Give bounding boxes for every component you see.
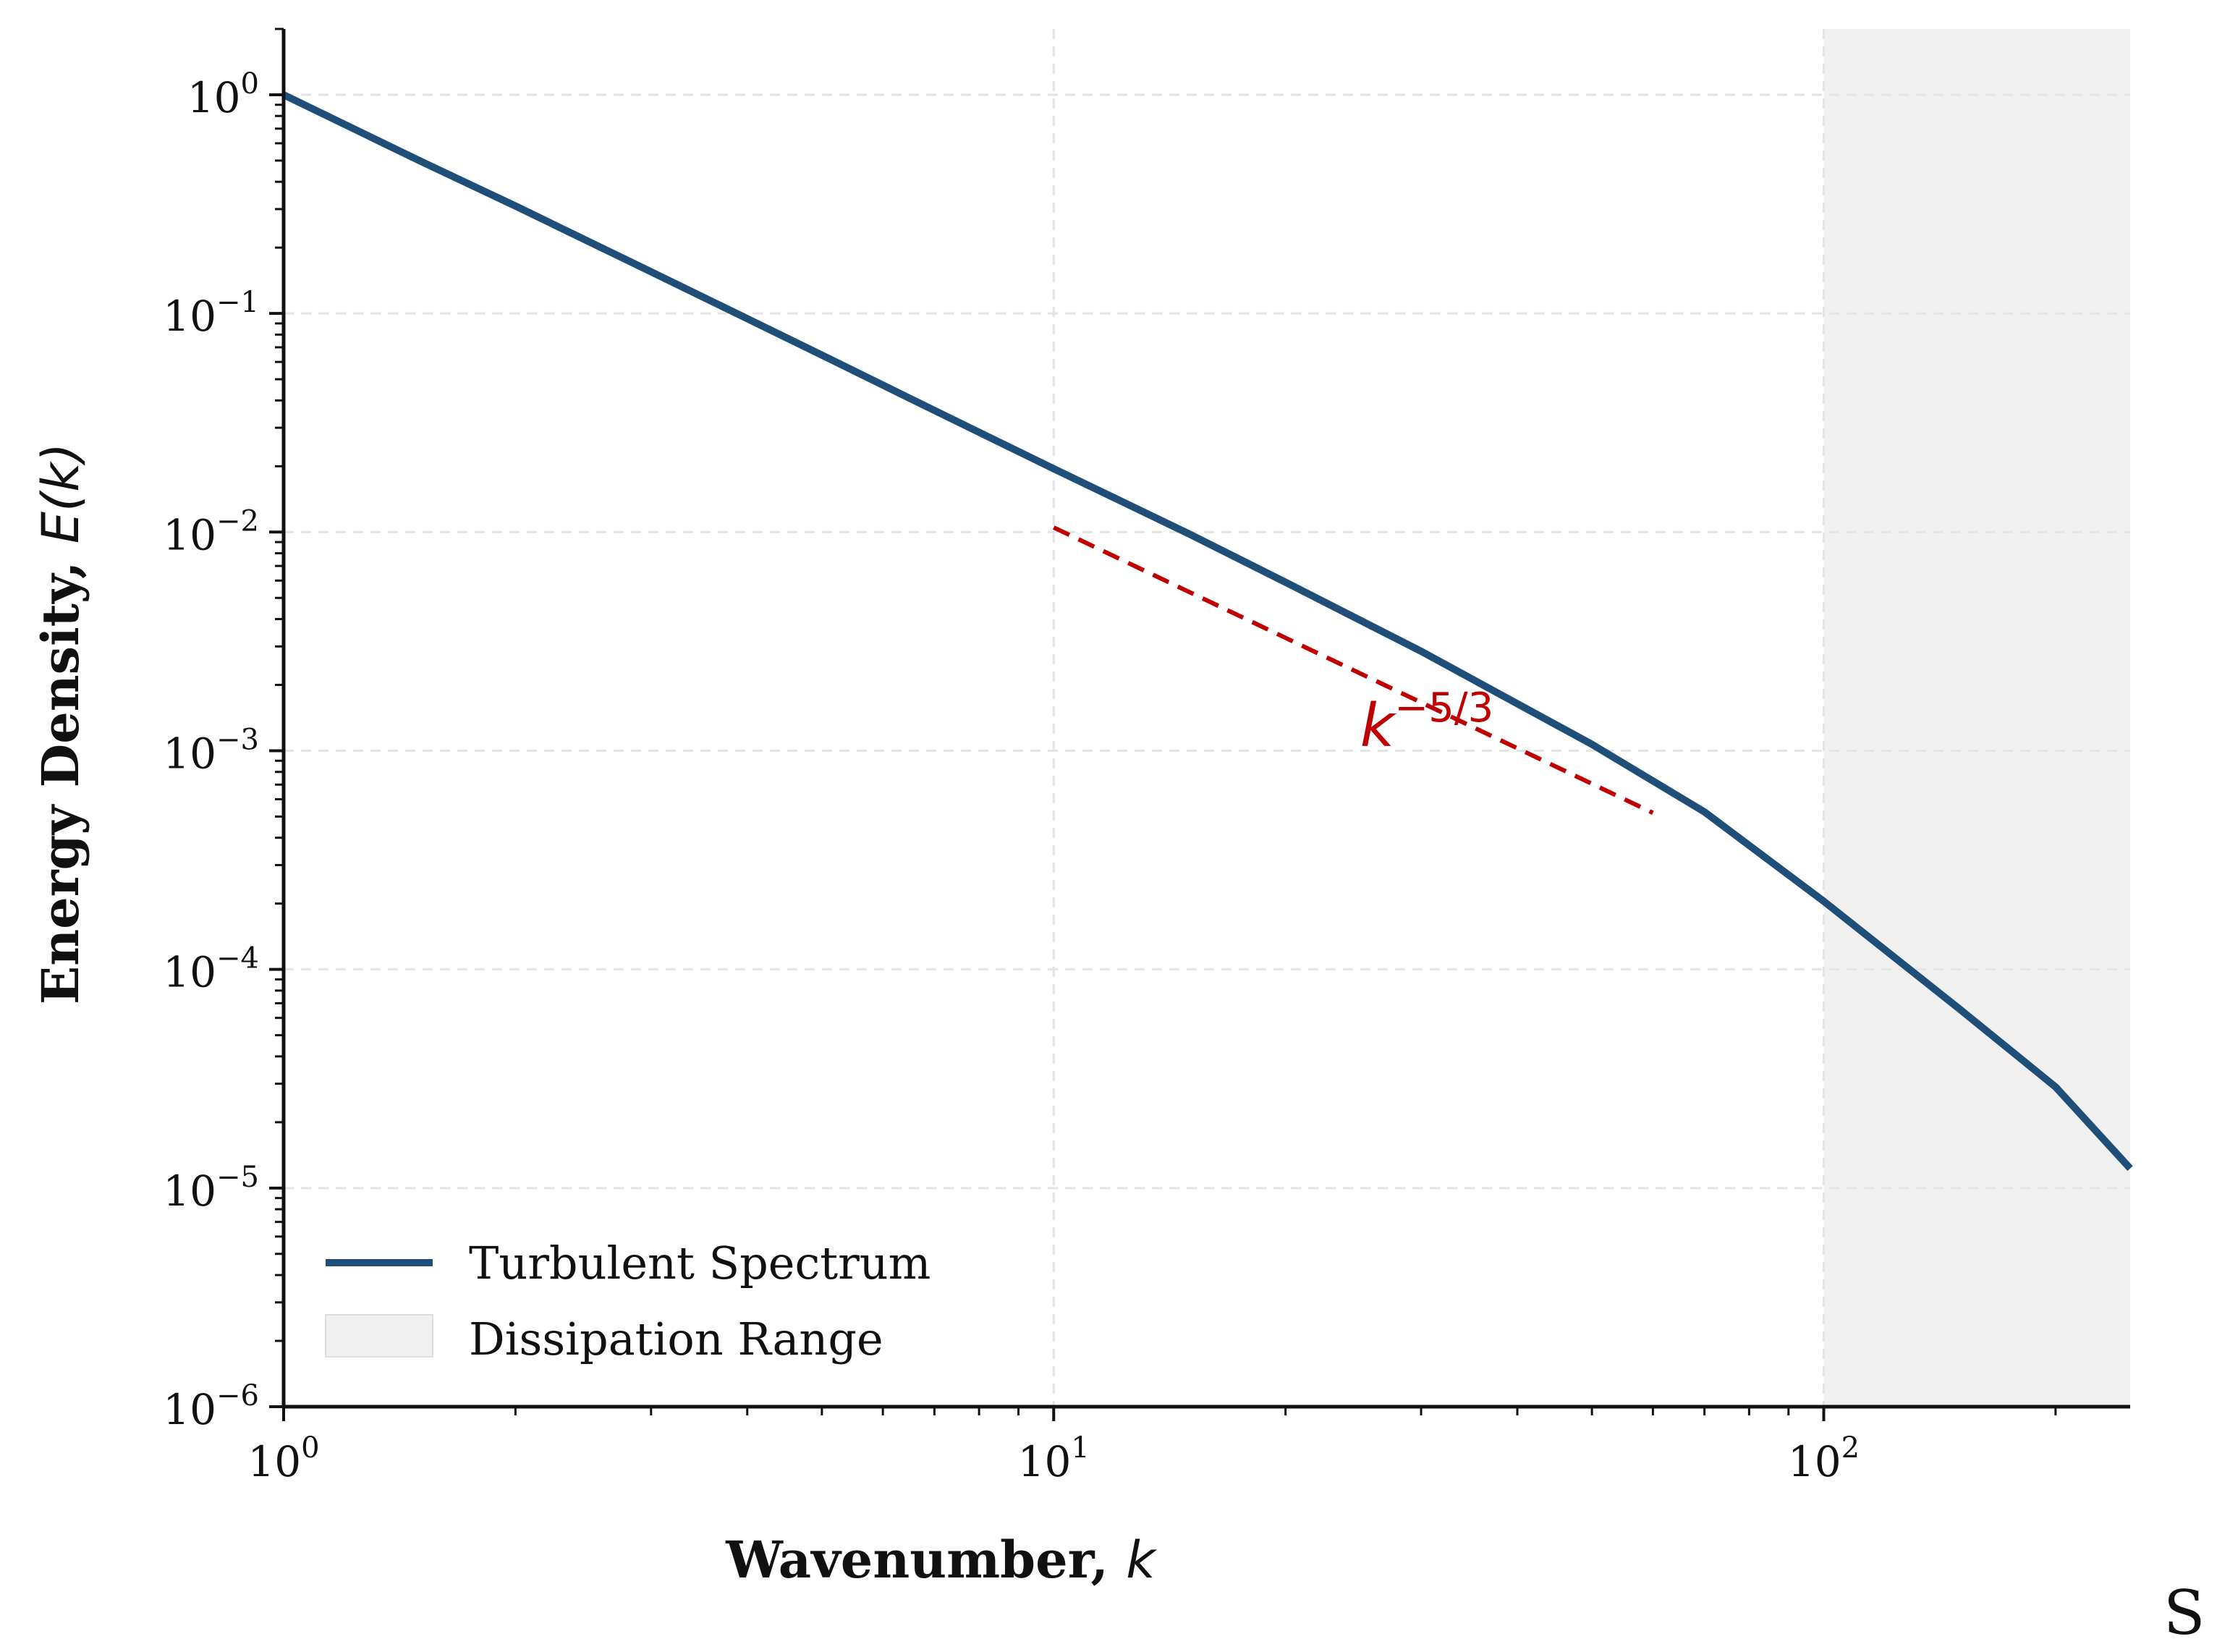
legend: Turbulent Spectrum Dissipation Range <box>325 1237 931 1365</box>
legend-label-dissipation: Dissipation Range <box>469 1313 883 1365</box>
y-tick-label: 10−6 <box>163 1379 259 1434</box>
reference-slope-label: k−5/3 <box>1360 685 1494 761</box>
y-axis-title-var: E(k) <box>31 443 90 543</box>
y-axis-title-text: Energy Density, <box>30 543 90 1004</box>
x-axis-title: Wavenumber, k <box>725 1530 1157 1590</box>
reference-slope-base: k <box>1360 692 1397 761</box>
y-tick-label: 10−4 <box>163 942 259 997</box>
x-tick-label: 102 <box>1788 1431 1860 1486</box>
x-tick-label: 101 <box>1018 1431 1090 1486</box>
x-axis-title-text: Wavenumber, <box>725 1530 1126 1590</box>
dissipation-range-region <box>1823 29 2130 1407</box>
reference-slope-dash <box>1052 525 1654 816</box>
reference-slope-exponent: −5/3 <box>1394 685 1493 732</box>
y-axis-title: Energy Density, E(k) <box>30 443 90 1004</box>
corner-letter: S <box>2163 1577 2205 1648</box>
y-tick-label: 10−5 <box>163 1161 259 1216</box>
x-axis-title-var: k <box>1126 1530 1157 1590</box>
reference-slope-line <box>1052 525 1654 816</box>
legend-label-spectrum: Turbulent Spectrum <box>469 1237 931 1289</box>
x-tick-labels: 100 101 102 <box>247 1431 1860 1486</box>
spectrum-line <box>281 91 2133 1172</box>
legend-swatch-dissipation <box>325 1314 433 1357</box>
y-tick-label: 10−2 <box>163 504 259 559</box>
dissipation-range-fill <box>1823 29 2130 1407</box>
y-tick-label: 10−1 <box>163 286 259 341</box>
y-tick-labels: 100 10−1 10−2 10−3 10−4 10−5 10−6 <box>163 67 259 1434</box>
spectrum-series <box>281 91 2133 1172</box>
y-tick-label: 10−3 <box>163 723 259 778</box>
y-tick-label: 100 <box>187 67 259 122</box>
axes <box>269 27 2130 1421</box>
x-tick-label: 100 <box>247 1431 319 1486</box>
